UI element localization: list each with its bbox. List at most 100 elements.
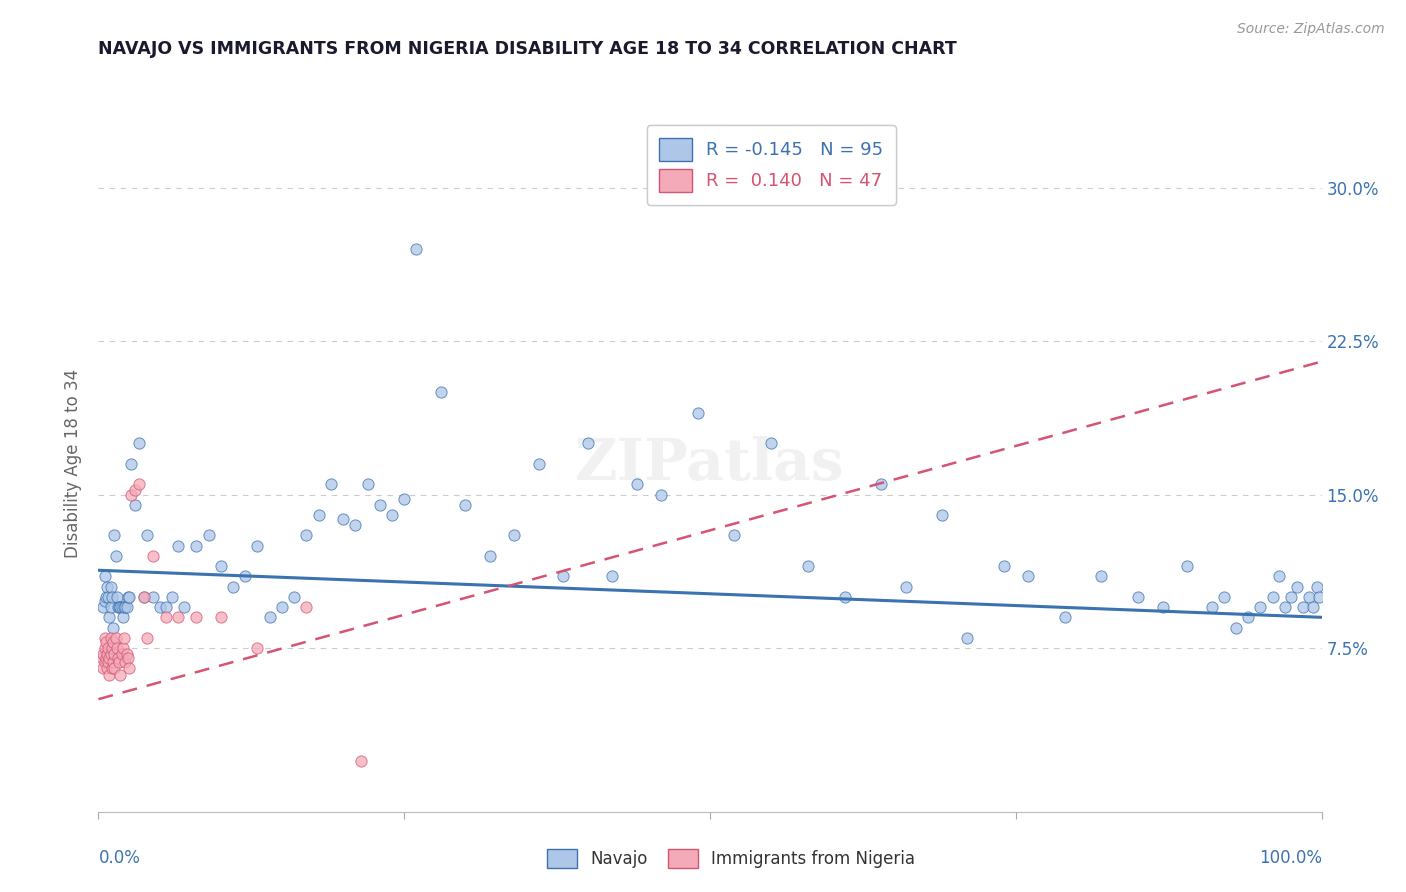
Point [1298, 590, 1320, 604]
Point [834, 590, 856, 604]
Point [723, 528, 745, 542]
Point [167, 610, 190, 624]
Point [761, 436, 783, 450]
Point [98, 667, 121, 681]
Point [1090, 569, 1112, 583]
Point [527, 457, 550, 471]
Point [368, 498, 391, 512]
Text: Source: ZipAtlas.com: Source: ZipAtlas.com [1237, 22, 1385, 37]
Point [91, 647, 114, 661]
Point [110, 600, 132, 615]
Point [117, 590, 139, 604]
Point [478, 549, 501, 563]
Point [1017, 569, 1039, 583]
Point [93, 631, 115, 645]
Point [103, 528, 125, 542]
Point [686, 406, 709, 420]
Text: 0.0%: 0.0% [98, 848, 141, 866]
Text: 100.0%: 100.0% [1258, 848, 1322, 866]
Point [97, 590, 120, 604]
Point [120, 487, 142, 501]
Point [308, 508, 330, 522]
Legend: R = -0.145   N = 95, R =  0.140   N = 47: R = -0.145 N = 95, R = 0.140 N = 47 [647, 125, 896, 205]
Point [454, 498, 477, 512]
Point [104, 549, 127, 563]
Point [105, 640, 128, 655]
Point [93, 640, 115, 655]
Point [105, 590, 128, 604]
Point [295, 528, 318, 542]
Point [186, 539, 208, 553]
Point [117, 651, 139, 665]
Point [136, 631, 159, 645]
Point [270, 600, 294, 615]
Point [209, 559, 232, 574]
Point [319, 477, 342, 491]
Point [931, 508, 953, 522]
Point [246, 640, 269, 655]
Point [114, 600, 136, 615]
Text: ZIPatlas: ZIPatlas [575, 436, 845, 491]
Point [405, 242, 427, 256]
Point [101, 656, 124, 670]
Point [114, 656, 136, 670]
Point [259, 610, 281, 624]
Point [115, 600, 138, 615]
Point [1279, 590, 1302, 604]
Point [97, 640, 120, 655]
Point [100, 647, 122, 661]
Point [108, 656, 131, 670]
Legend: Navajo, Immigrants from Nigeria: Navajo, Immigrants from Nigeria [540, 842, 922, 875]
Point [1201, 600, 1223, 615]
Point [132, 590, 155, 604]
Point [381, 508, 404, 522]
Point [1175, 559, 1198, 574]
Point [115, 647, 138, 661]
Y-axis label: Disability Age 18 to 34: Disability Age 18 to 34 [65, 369, 83, 558]
Point [155, 610, 177, 624]
Point [101, 661, 124, 675]
Point [111, 640, 134, 655]
Point [142, 549, 165, 563]
Point [101, 640, 124, 655]
Point [1152, 600, 1174, 615]
Point [894, 580, 917, 594]
Point [98, 651, 121, 665]
Point [112, 600, 135, 615]
Point [1302, 600, 1324, 615]
Point [124, 498, 146, 512]
Point [120, 457, 142, 471]
Point [1225, 621, 1247, 635]
Point [142, 590, 165, 604]
Point [91, 651, 114, 665]
Point [155, 600, 177, 615]
Point [1286, 580, 1309, 594]
Point [870, 477, 893, 491]
Point [209, 610, 232, 624]
Point [111, 647, 134, 661]
Point [100, 631, 122, 645]
Point [160, 590, 183, 604]
Point [503, 528, 526, 542]
Text: NAVAJO VS IMMIGRANTS FROM NIGERIA DISABILITY AGE 18 TO 34 CORRELATION CHART: NAVAJO VS IMMIGRANTS FROM NIGERIA DISABI… [98, 40, 957, 58]
Point [797, 559, 820, 574]
Point [128, 436, 150, 450]
Point [103, 661, 125, 675]
Point [96, 580, 118, 594]
Point [101, 621, 124, 635]
Point [1237, 610, 1260, 624]
Point [295, 600, 318, 615]
Point [100, 600, 122, 615]
Point [233, 569, 256, 583]
Point [430, 385, 453, 400]
Point [1249, 600, 1271, 615]
Point [118, 590, 141, 604]
Point [118, 661, 141, 675]
Point [93, 594, 115, 608]
Point [392, 491, 416, 506]
Point [173, 600, 195, 615]
Point [149, 600, 172, 615]
Point [246, 539, 269, 553]
Point [956, 631, 979, 645]
Point [576, 436, 599, 450]
